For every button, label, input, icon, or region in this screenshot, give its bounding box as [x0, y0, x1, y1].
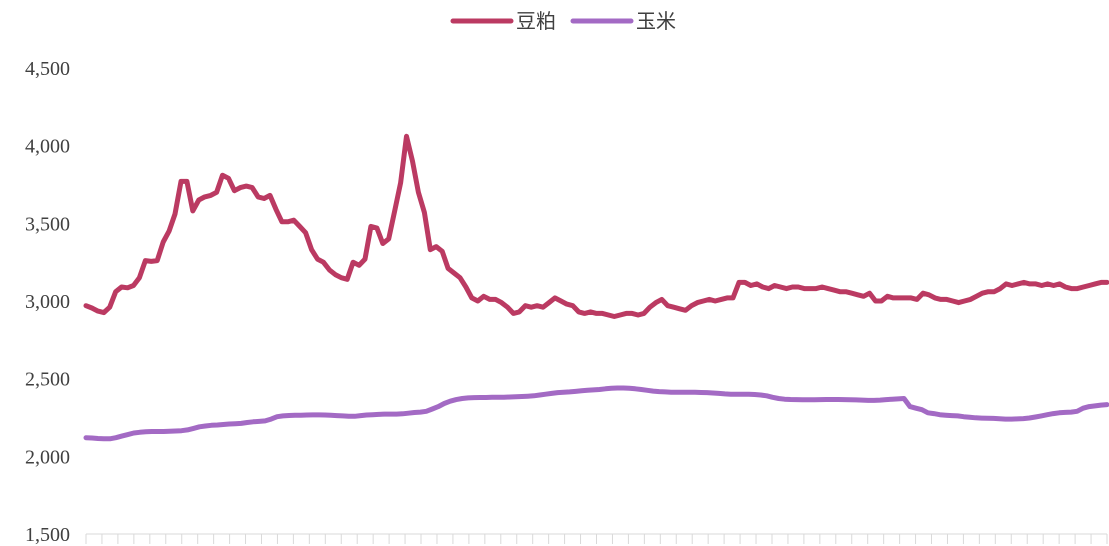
y-tick-label: 2,000: [25, 446, 70, 468]
legend-item: 豆粕: [450, 9, 556, 33]
y-tick-label: 4,000: [25, 136, 70, 158]
legend-label: 玉米: [636, 9, 676, 33]
legend: 豆粕 玉米: [450, 9, 676, 33]
y-axis: 1,500 2,000 2,500 3,000 3,500 4,000 4,500: [25, 58, 70, 546]
y-tick-label: 4,500: [25, 58, 70, 80]
series-group: [83, 133, 1109, 442]
x-axis: [85, 533, 1108, 544]
series-line-0: [83, 133, 1109, 319]
legend-item: 玉米: [570, 9, 676, 33]
y-tick-label: 2,500: [25, 369, 70, 391]
legend-label: 豆粕: [516, 9, 556, 33]
y-tick-label: 3,000: [25, 291, 70, 313]
y-tick-label: 1,500: [25, 524, 70, 546]
series-line-1: [83, 385, 1109, 442]
y-tick-label: 3,500: [25, 213, 70, 235]
